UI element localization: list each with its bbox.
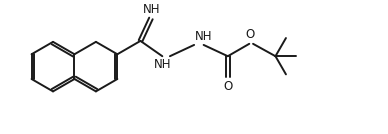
Text: NH: NH [154,58,171,71]
Text: O: O [246,28,255,41]
Text: O: O [223,80,232,93]
Text: NH: NH [195,30,213,43]
Text: NH: NH [143,3,161,16]
